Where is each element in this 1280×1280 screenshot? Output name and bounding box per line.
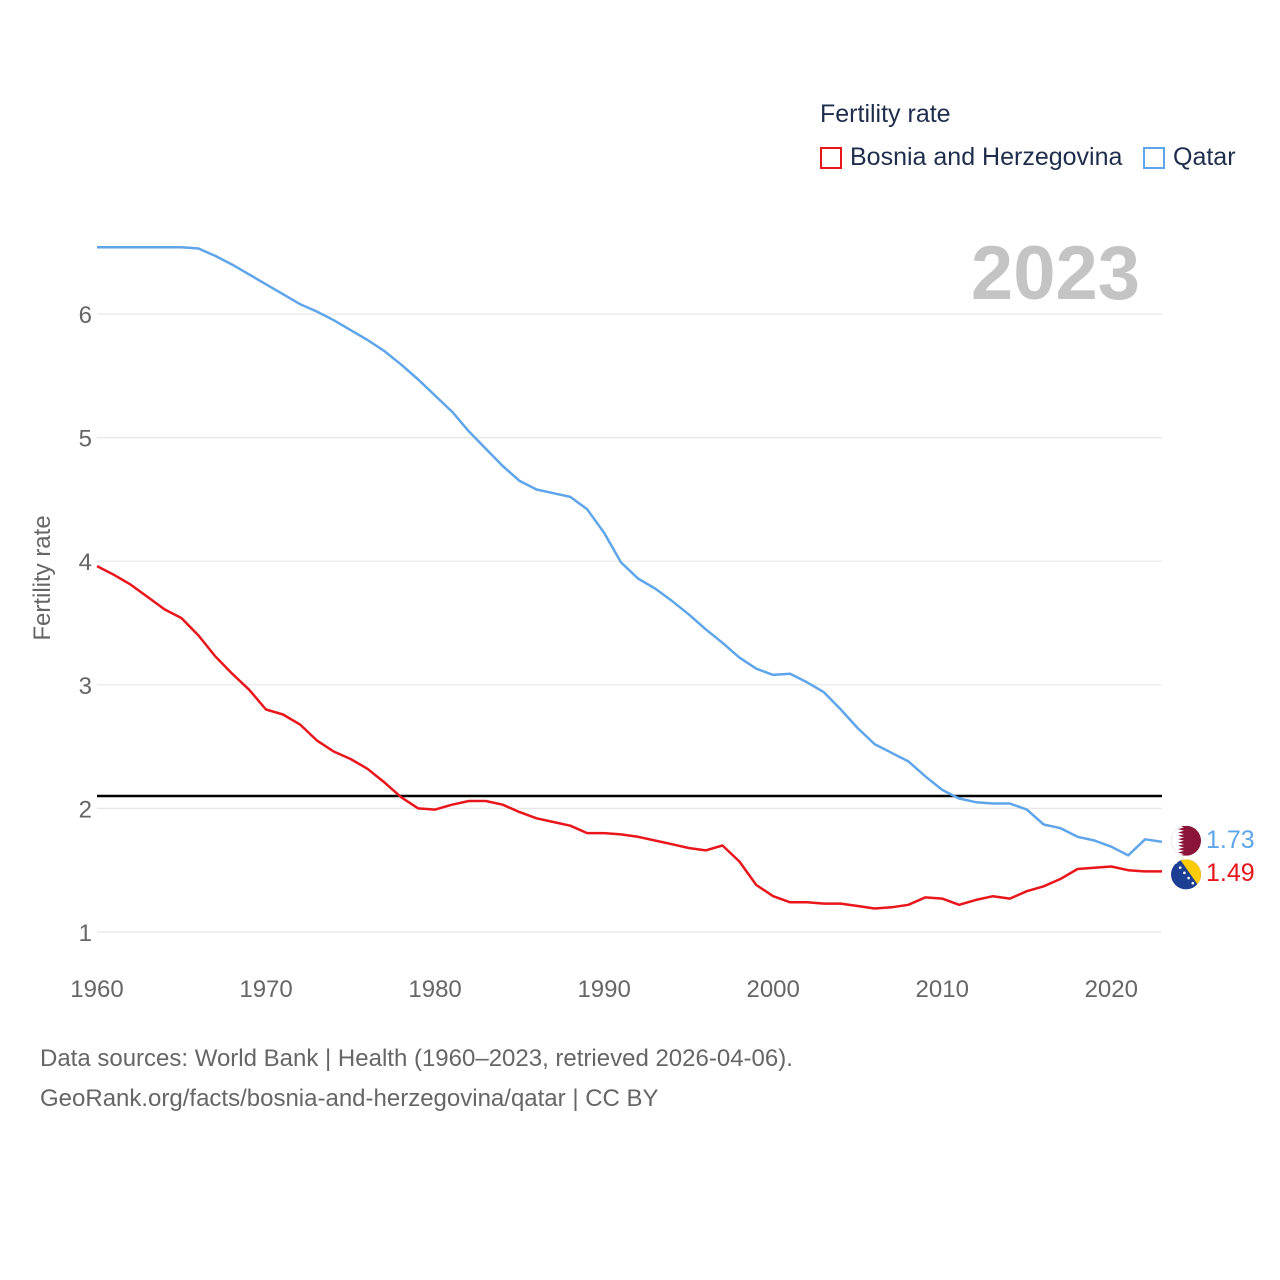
- y-tick-label-5: 5: [79, 426, 92, 453]
- legend-item-qatar[interactable]: Qatar: [1143, 143, 1236, 172]
- legend-label-bosnia: Bosnia and Herzegovina: [850, 143, 1123, 171]
- legend-item-bosnia[interactable]: Bosnia and Herzegovina: [820, 143, 1122, 172]
- bosnia-flag-star: [1178, 866, 1182, 869]
- legend-swatch-qatar: [1143, 146, 1165, 169]
- x-tick-label-1990: 1990: [577, 976, 630, 1003]
- y-axis-title: Fertility rate: [29, 515, 56, 641]
- legend-swatch-bosnia: [820, 146, 842, 169]
- legend-label-qatar: Qatar: [1173, 143, 1236, 171]
- x-tick-label-1960: 1960: [70, 976, 123, 1003]
- x-tick-label-1970: 1970: [239, 976, 292, 1003]
- grid-lines: [97, 313, 1162, 933]
- y-tick-label-6: 6: [79, 302, 92, 329]
- x-tick-label-2010: 2010: [916, 976, 969, 1003]
- qatar-end-value: 1.73: [1206, 825, 1255, 854]
- data-source-text: Data sources: World Bank | Health (1960–…: [40, 1045, 793, 1072]
- qatar-flag-icon: [1171, 825, 1201, 856]
- bosnia-flag-triangle: [1180, 859, 1201, 890]
- year-label: 2023: [970, 231, 1140, 316]
- bosnia-flag-star: [1174, 861, 1178, 864]
- x-tick-label-2000: 2000: [746, 976, 799, 1003]
- bosnia-flag-star: [1187, 876, 1190, 880]
- bosnia-flag-icon: [1171, 859, 1201, 890]
- y-tick-label-4: 4: [79, 549, 92, 576]
- x-tick-labels: 1960 1970 1980 1990 2000 2010 2020: [70, 976, 1138, 1003]
- series-line-qatar: [97, 246, 1163, 857]
- series-line-bosnia: [96, 564, 1162, 910]
- attribution-text: GeoRank.org/facts/bosnia-and-herzegovina…: [40, 1085, 659, 1112]
- y-tick-label-1: 1: [79, 920, 92, 947]
- x-tick-label-2020: 2020: [1085, 976, 1138, 1003]
- bosnia-flag-star: [1195, 887, 1199, 890]
- bosnia-end-value: 1.49: [1206, 859, 1255, 888]
- x-tick-label-1980: 1980: [408, 976, 461, 1003]
- y-tick-label-3: 3: [79, 673, 92, 700]
- series-lines: [96, 246, 1163, 910]
- bosnia-flag-star: [1191, 881, 1195, 885]
- y-tick-label-2: 2: [79, 796, 92, 823]
- legend-title: Fertility rate: [820, 100, 951, 128]
- end-flags: [1171, 825, 1201, 890]
- y-tick-labels: 1 2 3 4 5 6: [79, 302, 92, 947]
- qatar-flag-white: [1171, 825, 1184, 856]
- bosnia-flag-star: [1183, 871, 1186, 875]
